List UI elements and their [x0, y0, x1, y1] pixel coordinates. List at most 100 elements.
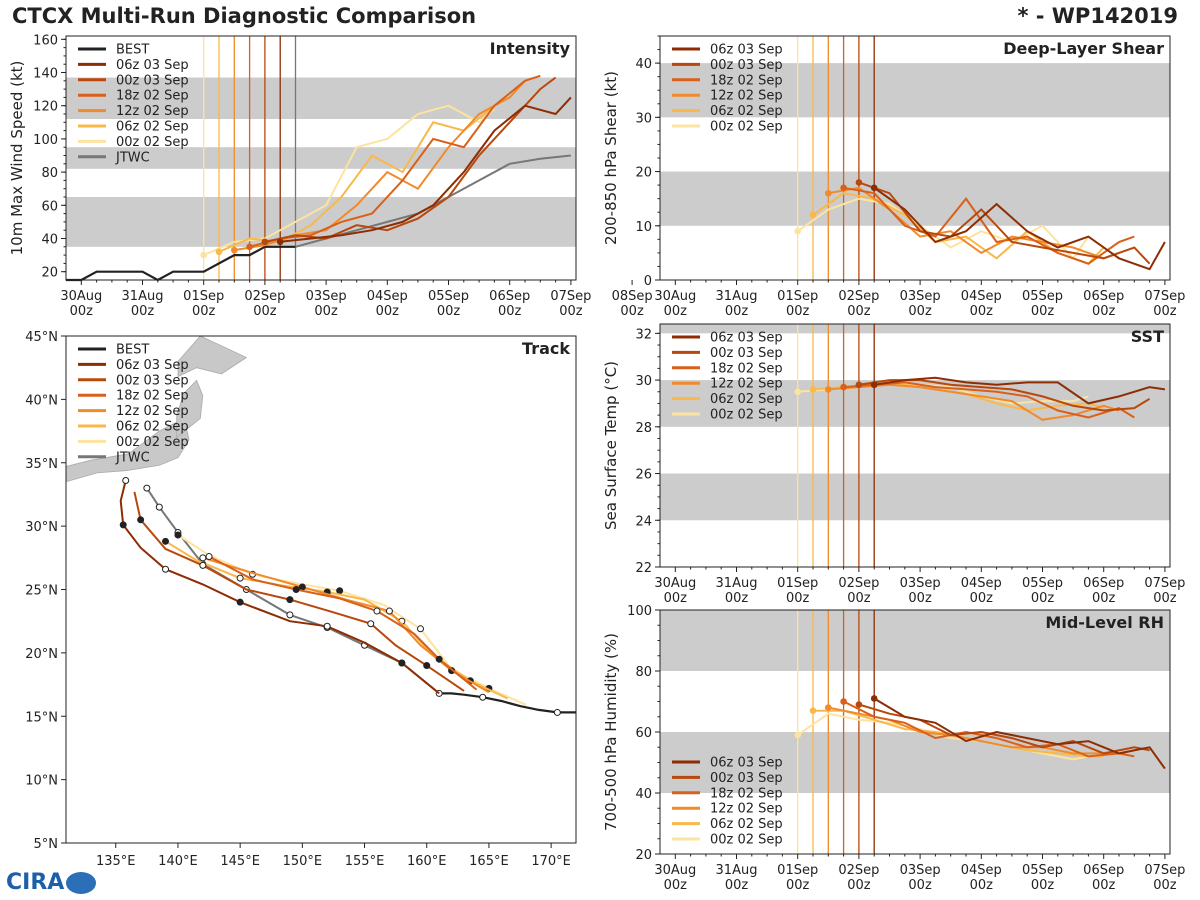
- x-tick-hour: 00z: [786, 304, 810, 319]
- x-tick-date: 07Sep: [1144, 289, 1185, 304]
- jtwc-track-point: [286, 611, 294, 619]
- x-tick-hour: 00z: [253, 304, 277, 319]
- legend-label: 00z 03 Sep: [710, 346, 783, 361]
- track-series-line: [202, 556, 490, 694]
- x-tick-date: 02Sep: [244, 289, 285, 304]
- legend-label: 18z 02 Sep: [116, 89, 189, 104]
- x-tick-hour: 00z: [725, 878, 749, 893]
- series-init-point: [825, 704, 832, 711]
- track-series-point: [435, 655, 443, 663]
- series-line: [797, 197, 1090, 260]
- x-tick-date: 30Aug: [60, 289, 102, 304]
- x-tick-date: 31Aug: [716, 289, 758, 304]
- x-tick-hour: 00z: [437, 304, 461, 319]
- y-tick-label: 40: [41, 233, 58, 248]
- y-tick-label: 22: [635, 561, 652, 576]
- plot-frame: [65, 35, 577, 281]
- track-series-point: [162, 537, 170, 545]
- x-tick-hour: 00z: [847, 304, 871, 319]
- legend-label: 12z 02 Sep: [710, 89, 783, 104]
- legend-label: 12z 02 Sep: [710, 377, 783, 392]
- x-tick-hour: 00z: [1153, 304, 1177, 319]
- y-tick-label: 60: [41, 199, 58, 214]
- track-series-point: [122, 476, 130, 484]
- x-tick-hour: 00z: [786, 878, 810, 893]
- track-series-point: [292, 586, 300, 593]
- series-line: [828, 383, 1120, 421]
- track-series-point: [298, 583, 306, 591]
- x-tick-hour: 00z: [664, 304, 688, 319]
- x-tick-date: 02Sep: [838, 289, 879, 304]
- x-tick-date: 03Sep: [900, 576, 941, 591]
- track-series-point: [236, 598, 244, 606]
- legend-label: 06z 02 Sep: [710, 817, 783, 832]
- x-tick-hour: 00z: [847, 591, 871, 606]
- x-tick-date: 31Aug: [716, 863, 758, 878]
- intensity-chart: 2040608010012014016030Aug00z31Aug00z01Se…: [8, 33, 653, 319]
- best-track-line: [66, 245, 296, 282]
- x-tick-hour: 00z: [1031, 591, 1055, 606]
- legend-label: 00z 02 Sep: [710, 120, 783, 135]
- x-tick-date: 01Sep: [183, 289, 224, 304]
- land-polygon: [176, 379, 204, 439]
- series-line: [873, 186, 1166, 271]
- y-tick-label: 80: [635, 665, 652, 680]
- y-tick-label: 40: [635, 57, 652, 72]
- y-tick-label: 100: [627, 604, 652, 619]
- x-tick-hour: 00z: [1031, 878, 1055, 893]
- x-tick-hour: 00z: [1092, 591, 1116, 606]
- x-tick-label: 140°E: [158, 854, 198, 869]
- x-tick-label: 155°E: [345, 854, 385, 869]
- series-init-point: [809, 386, 817, 393]
- x-tick-date: 01Sep: [777, 576, 818, 591]
- y-tick-label: 40°N: [25, 393, 58, 408]
- legend-label: BEST: [116, 343, 149, 358]
- x-tick-date: 02Sep: [838, 863, 879, 878]
- legend-label: 06z 03 Sep: [710, 43, 783, 58]
- track-series-line: [177, 534, 527, 706]
- legend-label: 00z 02 Sep: [710, 408, 783, 423]
- legend-label: 18z 02 Sep: [116, 389, 189, 404]
- series-init-point: [231, 246, 238, 254]
- page-title: CTCX Multi-Run Diagnostic Comparison: [12, 4, 477, 28]
- x-tick-hour: 00z: [498, 304, 522, 319]
- y-tick-label: 100: [33, 133, 58, 148]
- y-tick-label: 160: [33, 33, 58, 48]
- legend-label: BEST: [116, 43, 149, 58]
- track-series-point: [398, 659, 406, 667]
- shaded-band: [66, 147, 576, 169]
- track-series-point: [373, 607, 381, 615]
- cira-logo-icon: [66, 872, 97, 894]
- series-init-point: [855, 179, 863, 186]
- x-tick-date: 31Aug: [716, 576, 758, 591]
- track-series-line: [208, 555, 478, 691]
- track-series-point: [286, 596, 294, 604]
- x-tick-hour: 00z: [970, 878, 994, 893]
- legend-label: 18z 02 Sep: [710, 361, 783, 376]
- x-tick-hour: 00z: [664, 878, 688, 893]
- series-line: [280, 96, 572, 243]
- cira-logo: CIRA: [6, 870, 106, 896]
- series-init-point: [825, 386, 832, 393]
- x-tick-date: 30Aug: [654, 863, 696, 878]
- x-tick-hour: 00z: [970, 591, 994, 606]
- x-tick-date: 30Aug: [654, 289, 696, 304]
- series-init-point: [825, 189, 832, 197]
- y-tick-label: 20: [635, 848, 652, 863]
- series-line: [873, 697, 1166, 770]
- y-tick-label: 30: [635, 374, 652, 389]
- storm-id-label: * - WP142019: [1017, 4, 1178, 28]
- best-track-point: [553, 708, 561, 716]
- y-tick-label: 15°N: [25, 710, 58, 725]
- x-tick-date: 07Sep: [1144, 863, 1185, 878]
- x-tick-hour: 00z: [664, 591, 688, 606]
- legend-label: 06z 02 Sep: [710, 392, 783, 407]
- legend-label: 12z 02 Sep: [116, 104, 189, 119]
- x-tick-hour: 00z: [1153, 591, 1177, 606]
- x-tick-hour: 00z: [786, 591, 810, 606]
- x-tick-date: 06Sep: [1083, 863, 1124, 878]
- x-tick-date: 01Sep: [777, 863, 818, 878]
- y-tick-label: 32: [635, 327, 652, 342]
- x-tick-date: 06Sep: [489, 289, 530, 304]
- x-tick-label: 135°E: [96, 854, 136, 869]
